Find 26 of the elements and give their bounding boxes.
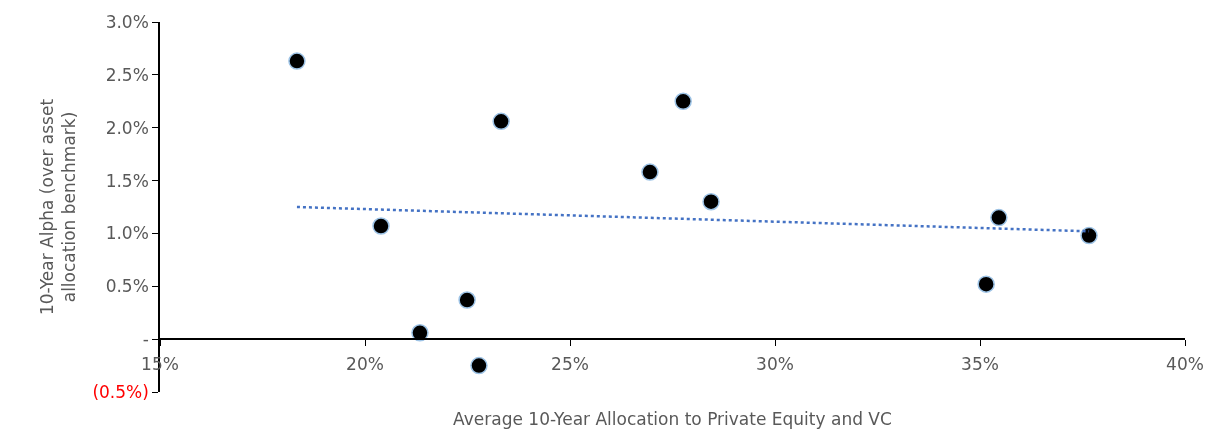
x-tick-label: 30% — [756, 354, 794, 375]
x-axis-title: Average 10-Year Allocation to Private Equity and VC — [453, 409, 892, 429]
x-tick-label: 40% — [1166, 354, 1204, 375]
point — [470, 356, 488, 375]
point — [674, 92, 692, 111]
point — [990, 208, 1008, 227]
x-tick-label: 20% — [346, 354, 384, 375]
y-tick-label: 3.0% — [105, 11, 149, 32]
y-tick-label: 2.5% — [105, 64, 149, 85]
point — [641, 163, 659, 181]
point — [977, 275, 995, 293]
x-tick-label: 25% — [551, 354, 589, 375]
point — [458, 291, 476, 309]
y-axis-title: 10-Year Alpha (over asset allocation benchmark) — [37, 98, 80, 316]
y-tick-label: 1.5% — [105, 170, 149, 191]
point — [492, 112, 510, 131]
y-tick-label: 1.0% — [105, 223, 149, 244]
y-tick-label: 2.0% — [105, 117, 149, 138]
point — [372, 217, 390, 235]
point — [702, 192, 720, 211]
x-tick-label: 35% — [961, 354, 999, 375]
point — [1080, 226, 1098, 245]
y-tick-label: (0.5%) — [92, 381, 149, 402]
point — [288, 52, 306, 70]
y-tick-label: - — [142, 329, 149, 350]
y-tick-label: 0.5% — [105, 276, 149, 297]
